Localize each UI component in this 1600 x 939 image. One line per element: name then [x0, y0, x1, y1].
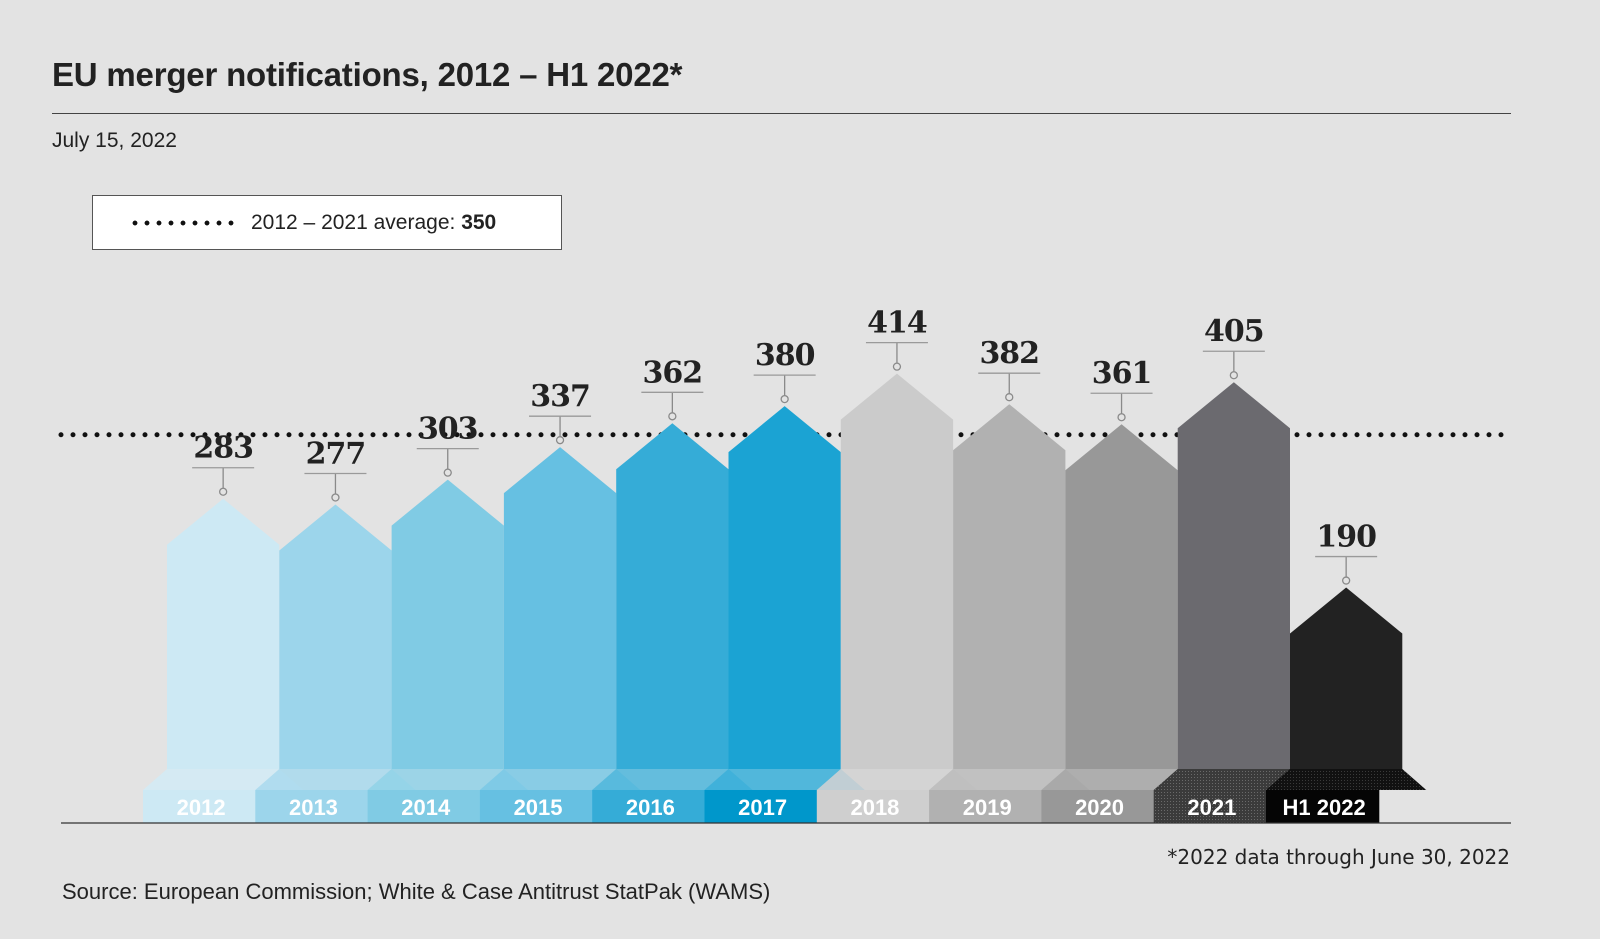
category-band-2014 — [367, 790, 481, 823]
x-tick-label-2020: 2020 — [1075, 795, 1124, 820]
category-band-2017 — [704, 790, 818, 823]
data-label-2018: 414 — [867, 306, 927, 341]
x-tick-label-2019: 2019 — [963, 795, 1012, 820]
bar-2016 — [616, 423, 729, 769]
bar-h1-2022 — [1290, 587, 1403, 769]
x-tick-label-2017: 2017 — [738, 795, 787, 820]
x-tick-label-2018: 2018 — [850, 795, 899, 820]
category-band-2015 — [479, 790, 594, 823]
data-label-h1-2022: 190 — [1316, 520, 1376, 555]
bar-2018 — [840, 373, 954, 769]
legend: 2012 – 2021 average: 350 — [92, 195, 562, 250]
chart-title: EU merger notifications, 2012 – H1 2022* — [52, 56, 683, 93]
bar-base-h1-2022 — [1266, 769, 1427, 790]
dotted-line-legend-marker — [129, 219, 237, 226]
bar-2017 — [728, 406, 841, 769]
x-tick-label-2013: 2013 — [289, 795, 338, 820]
leader-marker-2019 — [1005, 393, 1014, 402]
legend-average-value: 350 — [461, 210, 497, 234]
data-label-2021: 405 — [1204, 314, 1264, 349]
leader-marker-2020 — [1117, 413, 1126, 422]
legend-label-text: 2012 – 2021 average: — [251, 210, 462, 234]
leader-marker-2021 — [1229, 371, 1238, 380]
leader-marker-2015 — [555, 436, 565, 445]
bar-2012 — [167, 498, 280, 769]
category-band-2012 — [143, 790, 257, 823]
category-band-2019 — [929, 790, 1043, 823]
legend-label: 2012 – 2021 average: 350 — [251, 211, 496, 235]
x-tick-label-2014: 2014 — [401, 795, 451, 820]
category-band-h1-2022 — [1266, 790, 1380, 823]
x-tick-label-2021: 2021 — [1187, 795, 1236, 820]
bar-2013 — [279, 504, 392, 769]
data-label-2012: 283 — [193, 431, 253, 466]
leader-marker-h1-2022 — [1342, 576, 1351, 585]
bar-2019 — [953, 404, 1066, 769]
leader-marker-2012 — [218, 487, 228, 496]
bar-2015 — [503, 447, 617, 769]
leader-marker-2017 — [780, 394, 789, 404]
category-band-2018 — [816, 790, 931, 823]
publication-date: July 15, 2022 — [52, 129, 177, 152]
x-tick-label-h1-2022: H1 2022 — [1283, 795, 1366, 820]
footnote: *2022 data through June 30, 2022 — [1167, 845, 1510, 869]
category-band-2020 — [1041, 790, 1155, 823]
bar-2021 — [1177, 382, 1290, 769]
leader-marker-2013 — [331, 493, 340, 502]
data-label-2014: 303 — [418, 412, 478, 447]
data-label-2013: 277 — [306, 436, 366, 471]
bar-2014 — [391, 479, 504, 769]
x-tick-label-2016: 2016 — [626, 795, 675, 820]
category-band-2016 — [592, 790, 706, 823]
data-label-2015: 337 — [530, 379, 590, 414]
leader-marker-2016 — [668, 412, 677, 421]
data-label-2017: 380 — [755, 338, 815, 373]
bar-2020 — [1065, 424, 1178, 769]
data-label-2019: 382 — [979, 336, 1039, 371]
data-label-2020: 361 — [1092, 356, 1152, 391]
leader-marker-2014 — [443, 468, 452, 477]
category-band-2013 — [255, 790, 369, 823]
source-note: Source: European Commission; White & Cas… — [62, 879, 771, 904]
x-tick-label-2012: 2012 — [177, 795, 226, 820]
x-tick-label-2015: 2015 — [514, 795, 563, 820]
category-band-2021 — [1153, 790, 1267, 823]
title-divider — [52, 113, 1511, 114]
data-label-2016: 362 — [643, 355, 703, 390]
leader-marker-2018 — [892, 362, 902, 371]
